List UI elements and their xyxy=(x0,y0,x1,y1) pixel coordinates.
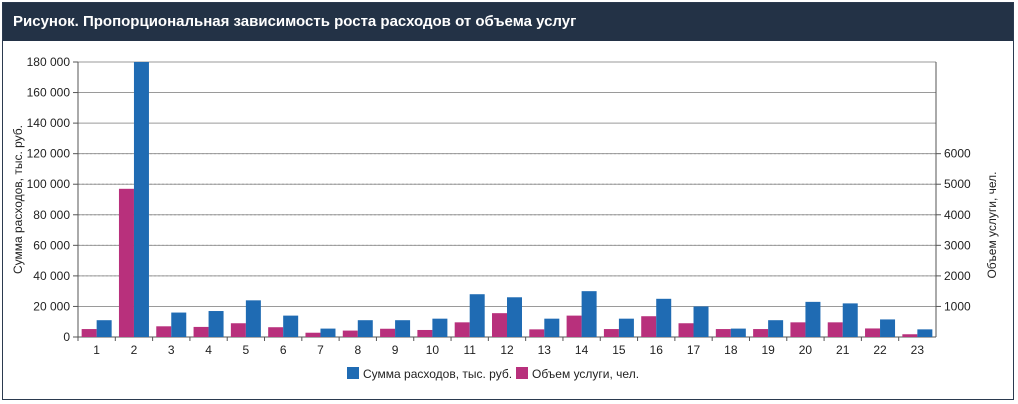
x-tick-label: 12 xyxy=(500,343,514,357)
y-axis-title-right: Объем услуги, чел. xyxy=(985,171,999,278)
bar-volume xyxy=(678,323,694,337)
bar-expenses xyxy=(432,318,448,337)
y-tick-label: 120 000 xyxy=(27,147,71,161)
bar-volume xyxy=(492,313,507,337)
x-tick-label: 20 xyxy=(799,343,813,357)
x-tick-label: 7 xyxy=(317,343,324,357)
y-right-tick-label: 4000 xyxy=(944,208,971,222)
bar-volume xyxy=(603,329,619,337)
bar-volume xyxy=(529,329,545,337)
x-tick-label: 5 xyxy=(243,343,250,357)
bar-volume xyxy=(790,322,806,337)
x-tick-label: 9 xyxy=(392,343,399,357)
y-right-tick-label: 5000 xyxy=(944,177,971,191)
bar-expenses xyxy=(245,300,261,337)
bar-volume xyxy=(342,330,358,337)
y-right-tick-label: 3000 xyxy=(944,238,971,252)
y-tick-label: 0 xyxy=(63,330,70,344)
bar-volume xyxy=(641,316,657,337)
legend-label-expenses: Сумма расходов, тыс. руб. xyxy=(363,367,512,381)
x-tick-label: 8 xyxy=(354,343,361,357)
x-tick-label: 4 xyxy=(205,343,212,357)
y-tick-label: 80 000 xyxy=(33,208,70,222)
legend-label-volume: Объем услуги, чел. xyxy=(532,367,639,381)
x-tick-label: 6 xyxy=(280,343,287,357)
x-tick-label: 2 xyxy=(131,343,138,357)
x-tick-label: 11 xyxy=(463,343,476,357)
bar-volume xyxy=(865,328,881,337)
bar-volume xyxy=(417,329,433,337)
bar-volume xyxy=(715,329,731,337)
bar-expenses xyxy=(283,315,299,337)
bar-volume xyxy=(118,188,134,337)
bar-volume xyxy=(454,322,470,337)
y-right-tick-label: 6000 xyxy=(944,147,971,161)
bar-volume xyxy=(156,326,172,337)
bar-volume xyxy=(566,315,582,337)
x-tick-label: 23 xyxy=(911,343,925,357)
x-tick-label: 16 xyxy=(650,343,664,357)
y-tick-label: 100 000 xyxy=(27,177,71,191)
bar-expenses xyxy=(507,297,522,337)
bar-expenses xyxy=(618,318,634,337)
bar-volume xyxy=(902,334,918,337)
bar-expenses xyxy=(171,312,187,337)
y-tick-label: 60 000 xyxy=(33,238,70,252)
bar-expenses xyxy=(544,318,560,337)
x-tick-label: 10 xyxy=(426,343,440,357)
bar-volume xyxy=(268,327,284,337)
bar-expenses xyxy=(581,291,597,337)
bar-volume xyxy=(193,326,209,337)
bar-expenses xyxy=(656,298,672,337)
y-tick-label: 180 000 xyxy=(27,55,71,69)
bar-expenses xyxy=(730,328,746,337)
bar-expenses xyxy=(917,329,933,337)
x-tick-label: 14 xyxy=(575,343,589,357)
bar-expenses xyxy=(208,311,224,337)
y-tick-label: 20 000 xyxy=(33,299,70,313)
bar-volume xyxy=(305,332,321,337)
bar-expenses xyxy=(693,306,709,337)
x-tick-label: 19 xyxy=(761,343,775,357)
y-tick-label: 140 000 xyxy=(27,116,71,130)
x-tick-label: 21 xyxy=(836,343,850,357)
bar-expenses xyxy=(133,62,149,337)
y-right-tick-label: 1000 xyxy=(944,299,971,313)
legend-swatch-expenses xyxy=(347,367,359,379)
bar-expenses xyxy=(469,294,485,337)
y-right-tick-label: 2000 xyxy=(944,269,971,283)
x-tick-label: 18 xyxy=(724,343,738,357)
y-axis-title-left: Сумма расходов, тыс. руб. xyxy=(11,125,25,274)
bar-expenses xyxy=(96,320,112,337)
bar-volume xyxy=(827,322,843,337)
bar-volume xyxy=(230,323,246,337)
bar-volume xyxy=(81,329,97,337)
bar-expenses xyxy=(842,303,858,337)
bar-expenses xyxy=(320,328,336,337)
bar-expenses xyxy=(768,320,784,337)
bar-expenses xyxy=(880,319,896,337)
y-tick-label: 40 000 xyxy=(33,269,70,283)
bar-expenses xyxy=(395,320,411,337)
bar-volume xyxy=(380,328,396,337)
x-tick-label: 3 xyxy=(168,343,175,357)
bar-expenses xyxy=(357,320,373,337)
x-tick-label: 13 xyxy=(538,343,552,357)
x-tick-label: 1 xyxy=(93,343,100,357)
chart-title: Рисунок. Пропорциональная зависимость ро… xyxy=(3,3,1013,41)
legend-swatch-volume xyxy=(516,367,528,379)
y-tick-label: 160 000 xyxy=(27,86,71,100)
x-tick-label: 17 xyxy=(687,343,701,357)
x-tick-label: 15 xyxy=(612,343,626,357)
bar-volume xyxy=(753,329,769,337)
bar-expenses xyxy=(805,301,821,337)
x-tick-label: 22 xyxy=(873,343,887,357)
